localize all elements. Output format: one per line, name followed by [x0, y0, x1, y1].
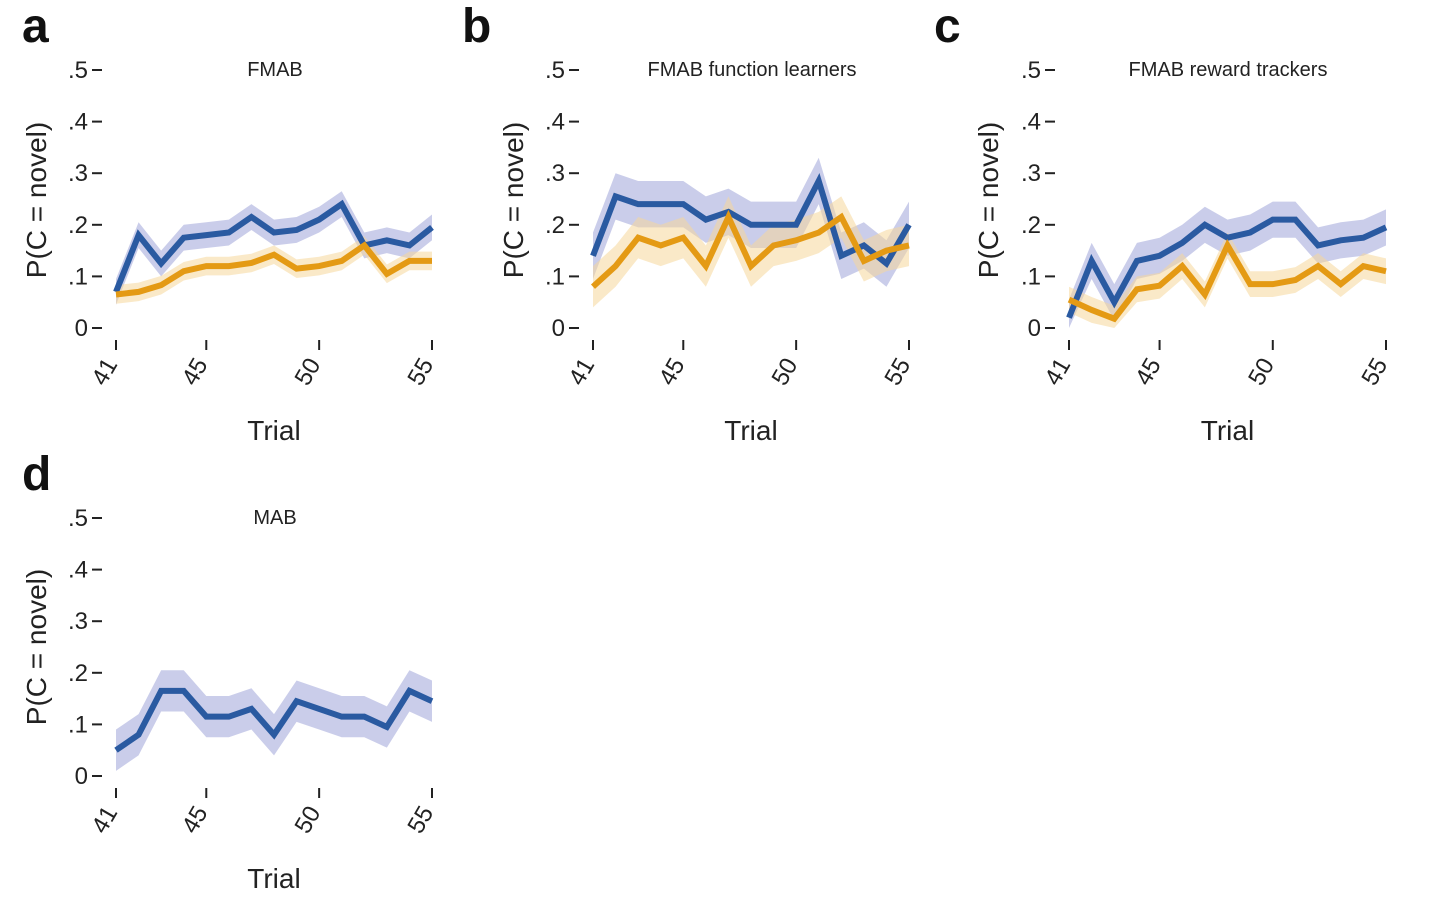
confidence-band-blue	[116, 670, 432, 771]
panel-title: FMAB function learners	[648, 59, 857, 81]
y-tick-label: .3	[545, 160, 565, 187]
y-tick-label: 0	[75, 315, 88, 342]
x-tick-label: 50	[767, 354, 804, 391]
y-tick-label: .4	[68, 557, 88, 584]
x-tick-label: 45	[177, 802, 214, 839]
y-axis-label: P(C = novel)	[973, 122, 1004, 278]
y-axis-label: P(C = novel)	[21, 569, 52, 725]
x-tick-label: 45	[1130, 354, 1167, 391]
y-tick-label: .1	[545, 263, 565, 290]
x-tick-label: 45	[654, 354, 691, 391]
x-axis-label: Trial	[1201, 415, 1254, 446]
panel-letter: b	[462, 0, 491, 53]
x-tick-label: 50	[1243, 354, 1280, 391]
panel-letter: d	[22, 448, 51, 501]
panel-title: MAB	[253, 507, 296, 529]
x-axis-label: Trial	[247, 415, 300, 446]
y-tick-label: .2	[545, 212, 565, 239]
x-tick-label: 41	[86, 802, 123, 839]
x-tick-label: 55	[879, 354, 916, 391]
y-tick-label: .1	[1021, 263, 1041, 290]
y-tick-label: .5	[1021, 57, 1041, 84]
y-tick-label: .2	[68, 212, 88, 239]
x-tick-label: 50	[290, 802, 327, 839]
y-tick-label: .4	[1021, 109, 1041, 136]
y-tick-label: 0	[552, 315, 565, 342]
x-axis-label: Trial	[724, 415, 777, 446]
y-tick-label: .4	[68, 109, 88, 136]
x-tick-label: 41	[1039, 354, 1076, 391]
x-tick-label: 55	[402, 802, 439, 839]
y-tick-label: .3	[1021, 160, 1041, 187]
y-tick-label: .5	[68, 57, 88, 84]
y-tick-label: .2	[1021, 212, 1041, 239]
y-tick-label: .5	[68, 505, 88, 532]
y-tick-label: .1	[68, 711, 88, 738]
panel-d: d MAB 0 .1 .2 .3 .4 .5 41 45 50 55 Trial P(C = novel)	[21, 448, 439, 894]
x-tick-label: 55	[1356, 354, 1393, 391]
x-tick-label: 55	[402, 354, 439, 391]
y-tick-label: .3	[68, 160, 88, 187]
panel-c: c FMAB reward trackers 0 .1 .2 .3 .4 .5 41 45 50 55…	[934, 0, 1393, 446]
y-tick-label: .2	[68, 660, 88, 687]
panel-letter: c	[934, 0, 961, 53]
y-tick-label: .5	[545, 57, 565, 84]
y-axis-label: P(C = novel)	[21, 122, 52, 278]
x-axis-label: Trial	[247, 863, 300, 894]
panel-a: a FMAB 0 .1 .2 .3 .4 .5 41 45 50 55 Trial P(C = novel…	[21, 0, 439, 446]
y-tick-label: 0	[1028, 315, 1041, 342]
x-tick-label: 45	[177, 354, 214, 391]
panel-title: FMAB reward trackers	[1129, 59, 1328, 81]
y-tick-label: .4	[545, 109, 565, 136]
x-tick-label: 41	[563, 354, 600, 391]
panel-letter: a	[22, 0, 49, 53]
x-tick-label: 41	[86, 354, 123, 391]
y-tick-label: 0	[75, 763, 88, 790]
y-tick-label: .1	[68, 263, 88, 290]
y-axis-label: P(C = novel)	[498, 122, 529, 278]
panel-b: b FMAB function learners 0 .1 .2 .3 .4 .5 41 45 50…	[462, 0, 916, 446]
y-tick-label: .3	[68, 608, 88, 635]
panel-title: FMAB	[247, 59, 303, 81]
x-tick-label: 50	[290, 354, 327, 391]
